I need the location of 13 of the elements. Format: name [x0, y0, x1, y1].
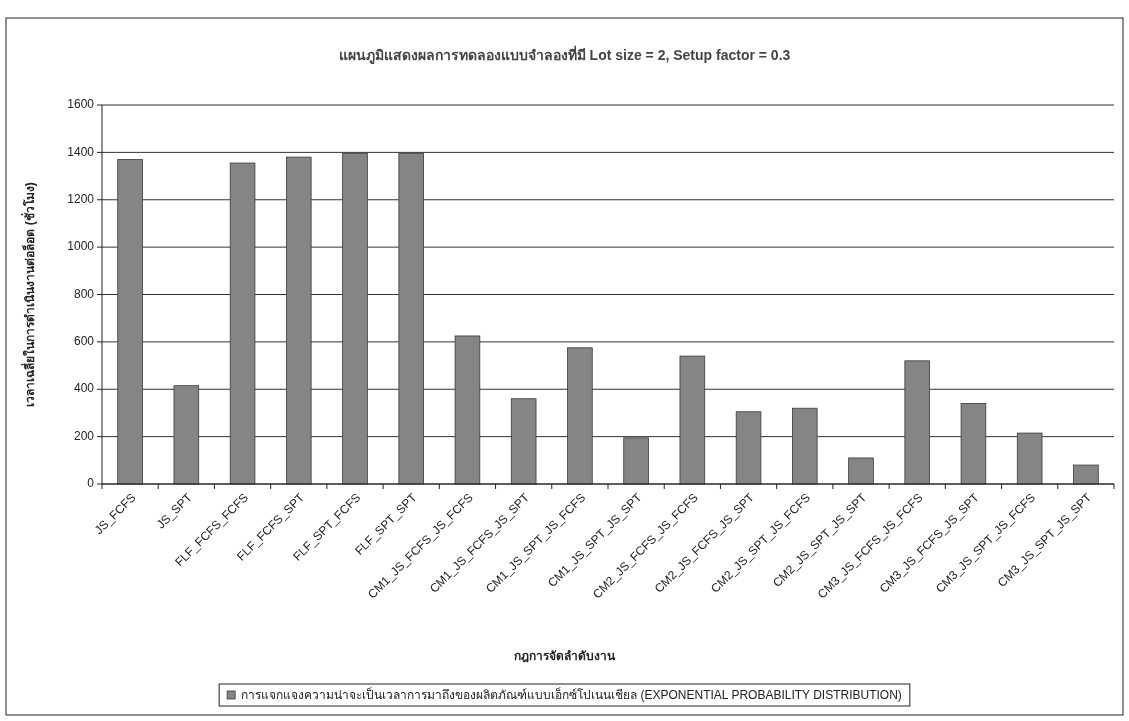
y-tick-label: 1400	[67, 144, 95, 159]
y-axis-title: เวลาเฉลี่ยในการดำเนินงานต่อล็อต (ชั่วโมง)	[21, 182, 37, 407]
y-tick-label: 1000	[67, 239, 95, 254]
y-tick-label: 1600	[67, 97, 95, 112]
chart-title: แผนภูมิแสดงผลการทดลองแบบจำลองที่มี Lot size = 2, Setup factor = 0.3	[338, 45, 791, 64]
y-tick-label: 200	[73, 428, 95, 443]
y-tick-label: 0	[87, 476, 95, 491]
x-axis-title: กฎการจัดลำดับงาน	[514, 649, 616, 663]
y-tick-label: 800	[73, 286, 95, 301]
y-tick-label: 1200	[67, 191, 95, 206]
y-tick-label: 400	[73, 381, 95, 396]
y-tick-label: 600	[73, 334, 95, 349]
legend-label: การแจกแจงความน่าจะเป็นเวลาการมาถึงของผลิตภัณฑ์แบบเอ็กซ์โปเนนเชียล (EXPONENTIAL PROBABILITY DISTRIBUTION)	[241, 687, 902, 703]
